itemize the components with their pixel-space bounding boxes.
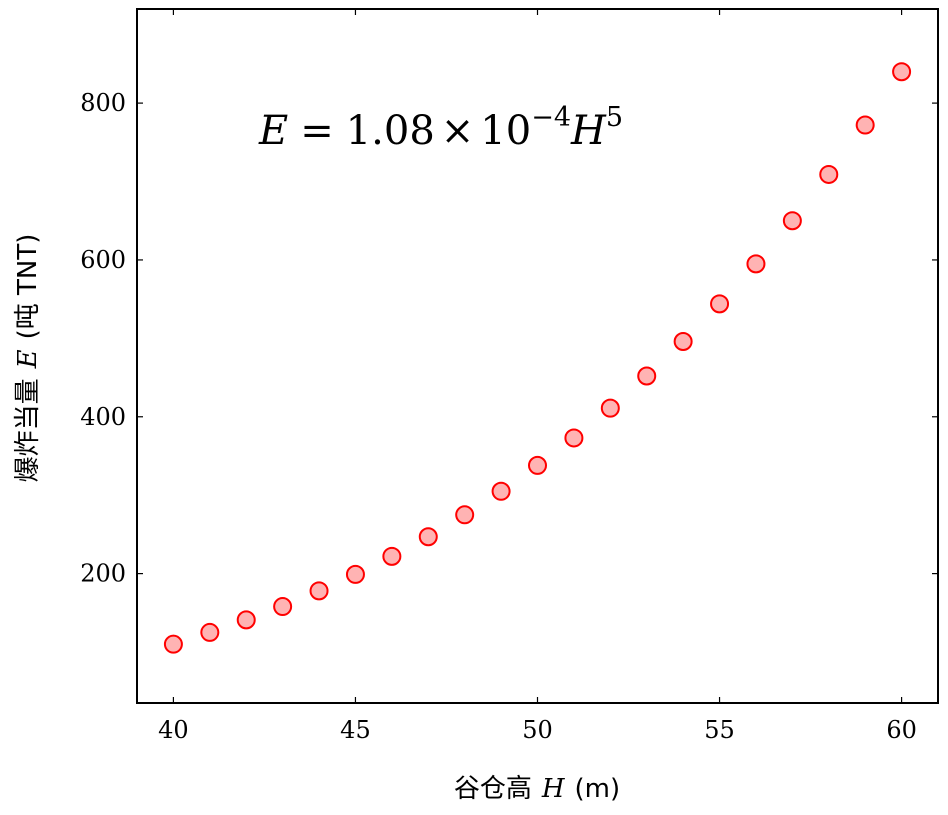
data-point xyxy=(309,581,329,601)
data-point xyxy=(236,610,256,630)
data-point xyxy=(746,254,766,274)
x-tick-label: 45 xyxy=(340,716,371,744)
data-point xyxy=(528,455,547,475)
data-points xyxy=(163,62,912,654)
formula-annotation: E = 1.08 × 10−4H5 xyxy=(258,102,623,154)
data-point xyxy=(382,546,402,566)
y-tick-label: 200 xyxy=(80,560,126,588)
data-point xyxy=(600,398,620,418)
data-point xyxy=(855,115,875,135)
data-point xyxy=(273,597,293,617)
data-point xyxy=(455,505,475,525)
x-axis-ticks: 40 45 50 55 60 xyxy=(158,9,917,744)
data-point xyxy=(163,634,183,654)
data-point xyxy=(782,211,802,231)
data-point xyxy=(892,62,912,82)
data-point xyxy=(637,366,657,386)
x-axis-label: 谷仓高 H (m) xyxy=(454,774,620,804)
y-axis-ticks: 200 400 600 800 xyxy=(80,89,938,588)
data-point xyxy=(491,481,511,501)
y-tick-label: 400 xyxy=(80,403,126,431)
data-point xyxy=(200,622,220,642)
x-tick-label: 55 xyxy=(704,716,735,744)
x-tick-label: 50 xyxy=(522,716,553,744)
data-point xyxy=(673,331,693,351)
x-tick-label: 40 xyxy=(158,716,189,744)
data-point xyxy=(564,428,584,448)
data-point xyxy=(418,527,438,547)
y-tick-label: 800 xyxy=(80,89,126,117)
y-axis-label: 爆炸当量E(吨 TNT) xyxy=(13,234,43,483)
data-point xyxy=(819,164,839,184)
x-tick-label: 60 xyxy=(886,716,917,744)
y-tick-label: 600 xyxy=(80,246,126,274)
data-point xyxy=(710,294,730,314)
data-point xyxy=(345,564,365,584)
